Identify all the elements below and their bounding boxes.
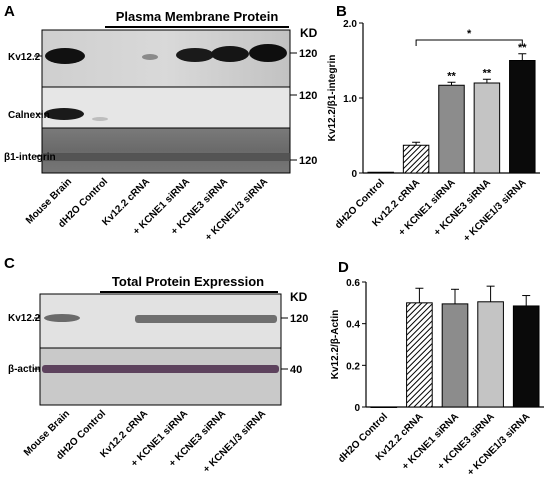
band	[176, 48, 214, 62]
row-label-b-actin: β-actin	[8, 364, 41, 375]
marker-120: 120	[290, 313, 308, 325]
band	[42, 153, 290, 161]
y-tick-label: 0.6	[346, 278, 360, 289]
y-tick-label: 0.2	[346, 361, 360, 372]
blot-a-calnexin	[41, 86, 291, 129]
panel-a: A Plasma Membrane Protein KD Kv12.2 120 …	[4, 3, 318, 243]
panel-b-letter: B	[336, 3, 347, 20]
bar	[367, 171, 394, 174]
significance-label: **	[447, 70, 456, 82]
y-tick-label: 1.0	[343, 94, 357, 105]
y-tick-label: 0	[354, 403, 360, 414]
y-axis-label: Kv12.2/β-Actin	[330, 310, 341, 379]
kv12-2-bands	[45, 44, 287, 64]
panel-c-letter: C	[4, 255, 15, 272]
row-label-calnexin: Calnexin	[8, 110, 50, 121]
x-tick-label: + KCNE1/3 siRNA	[465, 411, 532, 478]
y-axis-label: Kv12.2/β1-integrin	[327, 55, 338, 142]
panel-c: C Total Protein Expression KD Kv12.2 120…	[4, 255, 308, 475]
y-tick-label: 0	[351, 169, 357, 180]
bar	[477, 301, 504, 408]
blot-a-b1-integrin	[41, 127, 291, 174]
band	[142, 54, 158, 60]
significance-label: **	[518, 42, 527, 54]
row-label-kv12-2: Kv12.2	[8, 313, 41, 324]
bar	[509, 60, 536, 174]
band	[42, 365, 279, 373]
panel-a-kd: KD	[300, 26, 318, 40]
kv12-2-total-bands	[44, 314, 277, 323]
marker-120: 120	[299, 90, 317, 102]
marker-120: 120	[299, 48, 317, 60]
bar	[473, 82, 501, 174]
row-label-b1-integrin: β1-integrin	[4, 152, 56, 163]
bar	[370, 406, 398, 408]
y-tick-label: 2.0	[343, 19, 357, 30]
significance-label: **	[483, 67, 492, 79]
blot-c-b-actin	[39, 347, 282, 406]
band	[92, 117, 108, 121]
bar	[406, 302, 433, 408]
significance-label: *	[467, 28, 472, 40]
panel-d-letter: D	[338, 259, 349, 276]
row-label-kv12-2: Kv12.2	[8, 52, 41, 63]
y-tick-label: 0.4	[346, 320, 360, 331]
panel-c-header: Total Protein Expression	[112, 274, 264, 289]
x-tick-label: + KCNE1/3 siRNA	[462, 177, 529, 244]
bar	[441, 303, 469, 408]
band	[211, 46, 249, 62]
band	[44, 108, 84, 120]
panel-a-letter: A	[4, 3, 15, 20]
panel-a-header: Plasma Membrane Protein	[116, 9, 279, 24]
band	[249, 44, 287, 62]
bar	[512, 305, 540, 408]
bar	[402, 144, 430, 174]
bar	[438, 84, 465, 174]
band	[45, 48, 85, 64]
band	[135, 315, 277, 323]
marker-120: 120	[299, 155, 317, 167]
band	[44, 314, 80, 322]
significance-bracket	[415, 39, 523, 46]
marker-40: 40	[290, 364, 302, 376]
panel-c-kd: KD	[290, 290, 308, 304]
